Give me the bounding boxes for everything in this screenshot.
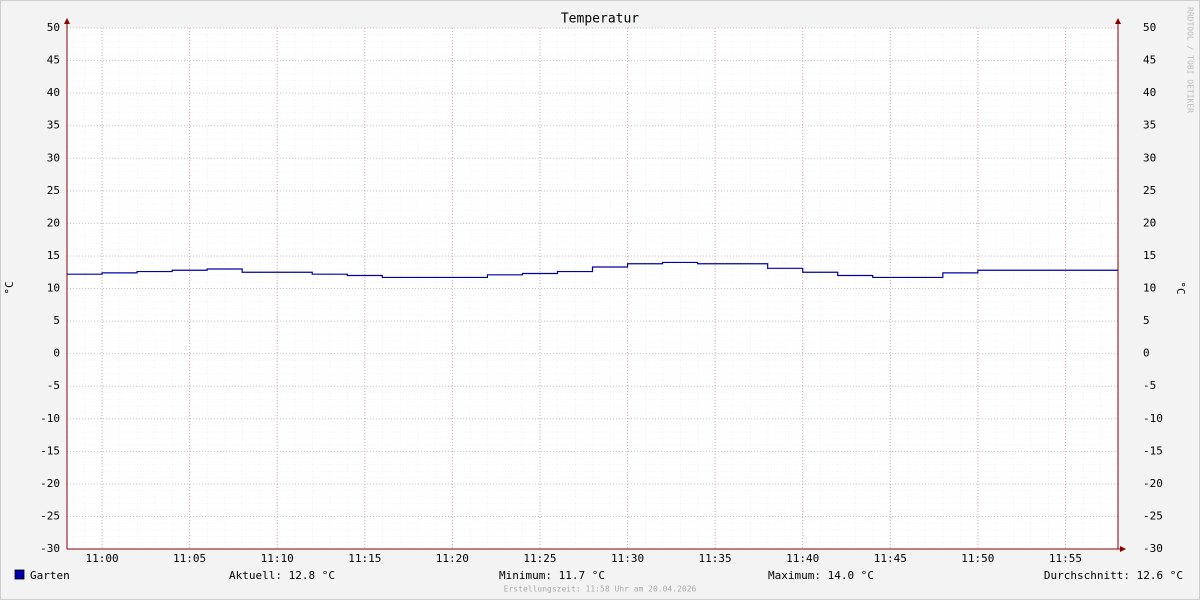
y2-tick-label: -25 (1143, 509, 1163, 522)
legend-label: Garten (30, 569, 70, 582)
y-tick-label: -10 (40, 412, 60, 425)
footer: Erstellungszeit: 11:58 Uhr am 20.04.2026 (504, 585, 697, 594)
x-tick-label: 11:35 (699, 552, 732, 565)
y-tick-label: 35 (47, 119, 60, 132)
x-tick-label: 11:55 (1049, 552, 1082, 565)
y2-tick-label: 35 (1143, 119, 1156, 132)
y-axis-label: °C (3, 281, 16, 294)
y-tick-label: 25 (47, 184, 60, 197)
x-tick-label: 11:50 (961, 552, 994, 565)
y2-tick-label: 30 (1143, 151, 1156, 164)
y2-tick-label: 25 (1143, 184, 1156, 197)
y2-tick-label: -20 (1143, 477, 1163, 490)
y2-tick-label: 15 (1143, 249, 1156, 262)
x-tick-label: 11:10 (261, 552, 294, 565)
y2-axis-label: °C (1174, 281, 1187, 294)
legend-swatch (14, 569, 25, 580)
y2-tick-label: 40 (1143, 86, 1156, 99)
y2-tick-label: 0 (1143, 347, 1150, 360)
watermark: RRDTOOL / TOBI OETIKER (1186, 7, 1195, 113)
y2-tick-label: -5 (1143, 379, 1156, 392)
x-tick-label: 11:30 (611, 552, 644, 565)
chart-title: Temperatur (561, 12, 639, 27)
y2-tick-label: 45 (1143, 54, 1156, 67)
y-tick-label: -20 (40, 477, 60, 490)
x-tick-label: 11:45 (874, 552, 907, 565)
y2-tick-label: -10 (1143, 412, 1163, 425)
y-tick-label: -15 (40, 444, 60, 457)
x-tick-label: 11:40 (786, 552, 819, 565)
y-tick-label: 20 (47, 216, 60, 229)
stat-avg: Durchschnitt: 12.6 °C (1044, 569, 1183, 582)
y-tick-label: 30 (47, 151, 60, 164)
y2-tick-label: 10 (1143, 282, 1156, 295)
stat-max: Maximum: 14.0 °C (768, 569, 874, 582)
y2-tick-label: -15 (1143, 444, 1163, 457)
x-tick-label: 11:00 (85, 552, 118, 565)
y-tick-label: 0 (53, 347, 60, 360)
x-tick-label: 11:20 (436, 552, 469, 565)
y-tick-label: 50 (47, 21, 60, 34)
y-tick-label: 45 (47, 54, 60, 67)
stat-min: Minimum: 11.7 °C (499, 569, 605, 582)
y2-tick-label: 5 (1143, 314, 1150, 327)
y-tick-label: -30 (40, 542, 60, 555)
y-tick-label: 5 (53, 314, 60, 327)
y2-tick-label: 20 (1143, 216, 1156, 229)
y-tick-label: 40 (47, 86, 60, 99)
x-tick-label: 11:15 (348, 552, 381, 565)
y-tick-label: 10 (47, 282, 60, 295)
y-tick-label: 15 (47, 249, 60, 262)
y-tick-label: -25 (40, 509, 60, 522)
y2-tick-label: -30 (1143, 542, 1163, 555)
step-line (67, 261, 1118, 279)
stat-current: Aktuell: 12.8 °C (229, 569, 335, 582)
y-tick-label: -5 (47, 379, 60, 392)
y2-tick-label: 50 (1143, 21, 1156, 34)
x-tick-label: 11:05 (173, 552, 206, 565)
x-tick-label: 11:25 (523, 552, 556, 565)
